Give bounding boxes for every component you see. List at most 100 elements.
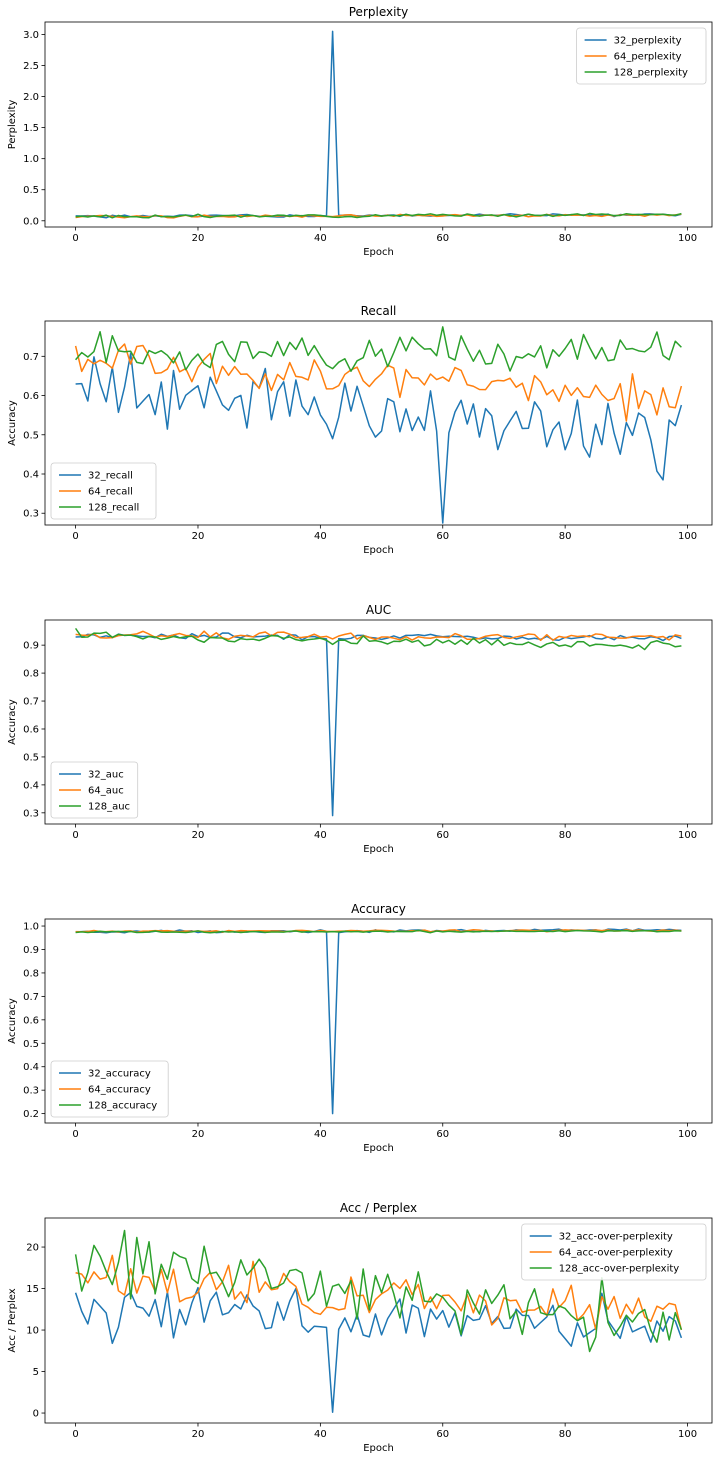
x-tick-label: 80: [559, 531, 572, 542]
y-tick-label: 0.5: [23, 430, 39, 441]
y-tick-label: 0.3: [23, 808, 39, 819]
legend-entry: 32_auc: [88, 770, 124, 781]
x-tick-label: 0: [72, 1129, 78, 1140]
legend-entry: 64_perplexity: [614, 52, 682, 63]
legend: 32_accuracy 64_accuracy 128_accuracy: [50, 1060, 169, 1118]
x-tick-label: 20: [192, 1129, 205, 1140]
legend-entry: 128_acc-over-perplexity: [559, 1264, 680, 1275]
series-line-32_acc-over-perplexity: [74, 1286, 683, 1413]
y-tick-label: 15: [26, 1284, 39, 1295]
x-tick-label: 20: [192, 233, 205, 244]
y-tick-label: 0.4: [23, 1062, 39, 1073]
x-tick-label: 20: [192, 830, 205, 841]
y-tick-label: 0.6: [23, 1015, 39, 1026]
legend-entry: 32_acc-over-perplexity: [559, 1232, 673, 1243]
legend-entry: 128_perplexity: [614, 68, 688, 79]
x-tick-label: 60: [436, 1429, 449, 1440]
x-tick-label: 40: [314, 830, 327, 841]
x-tick-label: 40: [314, 233, 327, 244]
x-tick-label: 40: [314, 531, 327, 542]
y-tick-label: 0.2: [23, 1109, 39, 1120]
y-tick-label: 3.0: [23, 30, 39, 41]
chart-title: Accuracy: [351, 902, 406, 916]
legend: 32_acc-over-perplexity 64_acc-over-perple…: [521, 1223, 707, 1281]
legend-entry: 64_recall: [88, 487, 133, 498]
legend: 32_recall 64_recall 128_recall: [50, 462, 157, 520]
y-tick-label: 0.4: [23, 780, 39, 791]
x-tick-label: 40: [314, 1429, 327, 1440]
y-axis-label: Acc / Perplex: [7, 1288, 18, 1352]
legend-entry: 32_perplexity: [614, 36, 682, 47]
x-tick-label: 40: [314, 1129, 327, 1140]
chart-title: Perplexity: [349, 5, 409, 19]
series-line-128_recall: [75, 326, 682, 372]
legend-box: [521, 1223, 707, 1281]
x-tick-label: 100: [678, 830, 697, 841]
legend-entry: 64_auc: [88, 786, 124, 797]
x-tick-label: 60: [436, 233, 449, 244]
y-tick-label: 2.5: [23, 61, 39, 72]
x-tick-label: 100: [678, 1429, 697, 1440]
x-tick-label: 20: [192, 531, 205, 542]
x-tick-label: 0: [72, 1429, 78, 1440]
x-tick-label: 60: [436, 1129, 449, 1140]
x-tick-label: 60: [436, 830, 449, 841]
y-axis-label: Accuracy: [7, 699, 18, 745]
plot-frame: [44, 21, 713, 228]
chart-panel-4: Accuracy 0 20 40 60 80 100 0.2 0.3 0.4 0.5 0.6 0.7 0.…: [7, 902, 713, 1154]
legend-box: [50, 462, 157, 520]
x-tick-label: 80: [559, 1429, 572, 1440]
y-tick-label: 0.3: [23, 1086, 39, 1097]
y-tick-label: 1.0: [23, 922, 39, 933]
x-tick-label: 100: [678, 233, 697, 244]
legend-box: [576, 27, 707, 85]
chart-title: Acc / Perplex: [340, 1201, 417, 1215]
series-line-64_auc: [75, 630, 682, 642]
y-tick-label: 0.5: [23, 752, 39, 763]
chart-panel-5: Acc / Perplex 0 20 40 60 80 100 0 5 10 15 20 Epoch Ac…: [7, 1201, 713, 1454]
plot-frame: [44, 1217, 713, 1424]
y-tick-label: 0.0: [23, 216, 39, 227]
legend-entry: 128_accuracy: [88, 1101, 157, 1112]
x-tick-label: 20: [192, 1429, 205, 1440]
x-tick-label: 60: [436, 531, 449, 542]
y-tick-label: 1.0: [23, 154, 39, 165]
y-tick-label: 0.5: [23, 1039, 39, 1050]
x-tick-label: 80: [559, 1129, 572, 1140]
y-axis-label: Perplexity: [7, 100, 18, 150]
y-tick-label: 0.8: [23, 968, 39, 979]
series-line-128_auc: [74, 627, 682, 651]
y-tick-label: 0.6: [23, 724, 39, 735]
y-tick-label: 2.0: [23, 92, 39, 103]
y-tick-label: 5: [33, 1367, 39, 1378]
x-tick-label: 0: [72, 830, 78, 841]
x-tick-label: 100: [678, 531, 697, 542]
y-tick-label: 0: [33, 1409, 39, 1420]
chart-title: AUC: [366, 603, 391, 617]
legend-entry: 32_accuracy: [88, 1069, 151, 1080]
x-axis-label: Epoch: [363, 1143, 394, 1154]
series-line-32_recall: [75, 352, 683, 524]
chart-title: Recall: [361, 304, 397, 318]
series-line-64_recall: [74, 343, 683, 422]
chart-panel-2: Recall 0 20 40 60 80 100 0.3 0.4 0.5 0.6 0.7 Epoch Ac…: [7, 304, 713, 556]
x-tick-label: 100: [678, 1129, 697, 1140]
y-axis-label: Accuracy: [7, 998, 18, 1044]
x-axis-label: Epoch: [363, 545, 394, 556]
x-axis-label: Epoch: [363, 247, 394, 258]
y-tick-label: 0.8: [23, 669, 39, 680]
x-tick-label: 0: [72, 531, 78, 542]
y-tick-label: 0.9: [23, 641, 39, 652]
plot-frame: [44, 320, 713, 526]
series-line-128_accuracy: [75, 929, 682, 934]
x-tick-label: 80: [559, 830, 572, 841]
y-tick-label: 1.5: [23, 123, 39, 134]
y-tick-label: 0.7: [23, 697, 39, 708]
chart-panel-1: Perplexity 0 20 40 60 80 100 0.0 0.5 1.0 1.5 2.0 2.5…: [7, 5, 713, 258]
plot-frame: [44, 619, 713, 825]
series-line-128_acc-over-perplexity: [74, 1229, 683, 1353]
legend-entry: 128_recall: [88, 503, 139, 514]
legend-box: [50, 761, 139, 819]
y-axis-label: Accuracy: [7, 400, 18, 446]
